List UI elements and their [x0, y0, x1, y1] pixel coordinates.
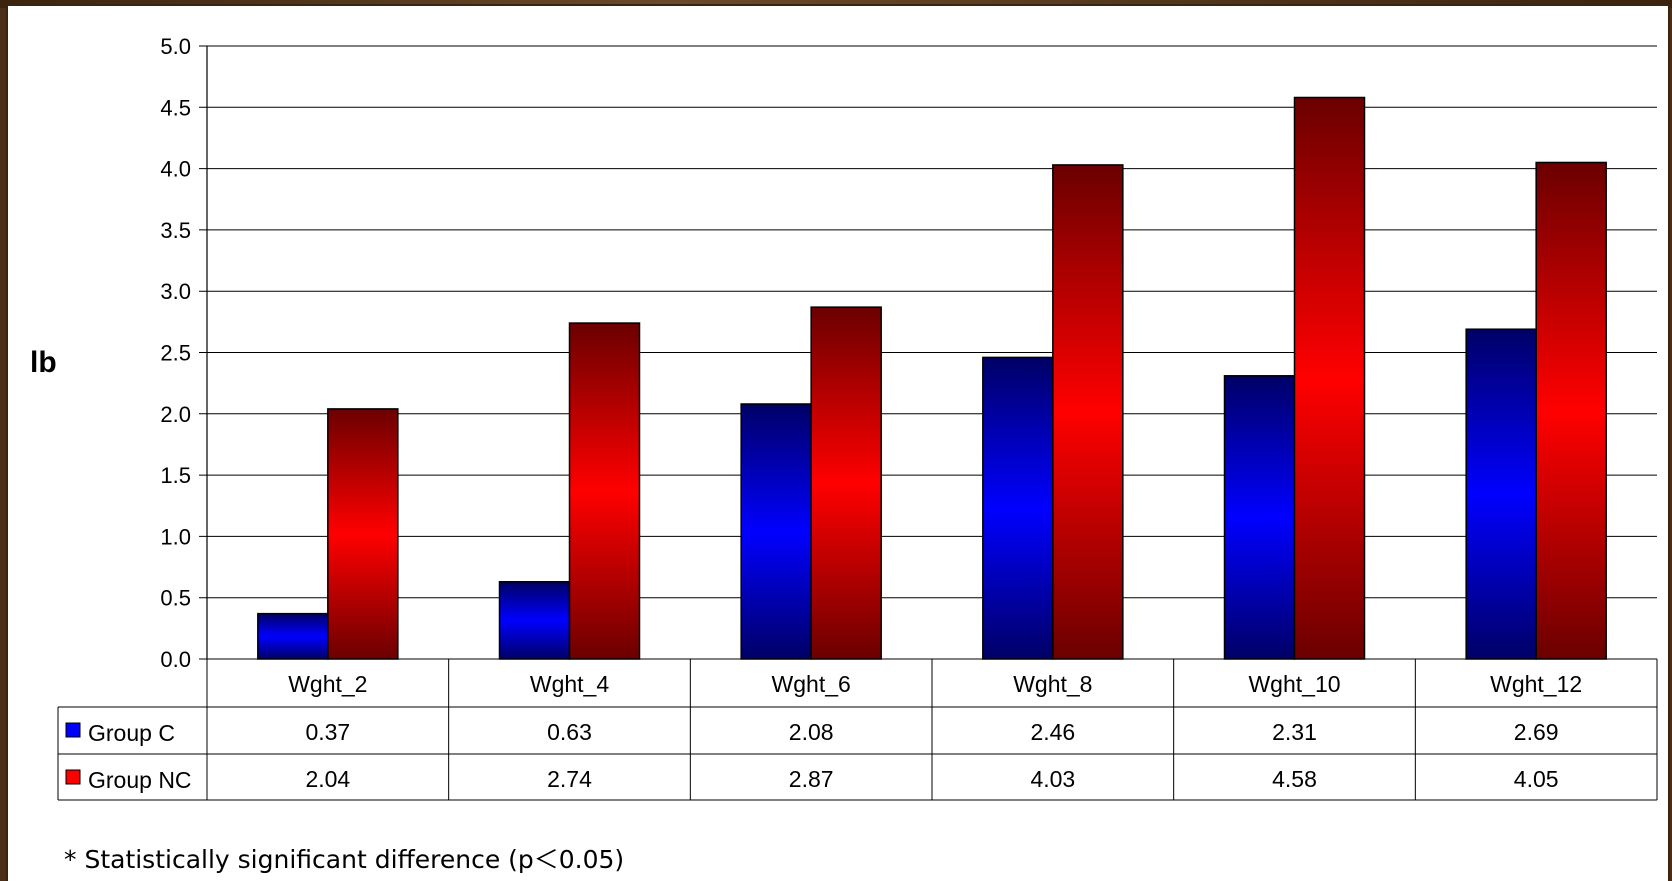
- data-table-value: 4.58: [1272, 766, 1317, 792]
- bar-group-c-wght-2: [257, 612, 329, 660]
- y-tick-label: 4.5: [160, 95, 191, 120]
- y-tick-label: 2.0: [160, 402, 191, 427]
- data-table-value: 4.03: [1030, 766, 1075, 792]
- y-tick-label: 0.0: [160, 647, 191, 672]
- bars: [257, 96, 1607, 660]
- y-axis-label: lb: [30, 346, 57, 379]
- x-category-label: Wght_10: [1248, 671, 1340, 697]
- y-axis-ticks: 0.0 0.5 1.0 1.5 2.0 2.5 3.0 3.5 4.0 4.5 5.0: [160, 34, 191, 672]
- data-table-value: 2.74: [547, 766, 592, 792]
- data-table-value: 2.46: [1030, 719, 1075, 745]
- bar-group-c-wght-10: [1223, 375, 1296, 660]
- x-category-label: Wght_12: [1490, 671, 1582, 697]
- y-tick-label: 3.5: [160, 218, 191, 243]
- x-category-label: Wght_6: [772, 671, 851, 697]
- y-tick-label: 3.0: [160, 279, 191, 304]
- data-table-value: 0.63: [547, 719, 592, 745]
- slide-top-band: [0, 0, 1672, 8]
- legend-label: Group NC: [88, 767, 192, 793]
- data-table-value: 4.05: [1514, 766, 1559, 792]
- legend-swatch: [65, 769, 81, 785]
- data-table-value: 2.87: [789, 766, 834, 792]
- y-tick-label: 0.5: [160, 586, 191, 611]
- bar-group-c-wght-8: [982, 356, 1054, 660]
- bar-group-nc-wght-10: [1293, 96, 1366, 660]
- y-tick-label: 4.0: [160, 157, 191, 182]
- x-category-label: Wght_2: [288, 671, 367, 697]
- bar-group-nc-wght-8: [1052, 164, 1124, 660]
- gridlines: [199, 45, 1657, 660]
- bar-group-nc-wght-4: [568, 322, 641, 660]
- bar-group-c-wght-12: [1465, 328, 1537, 660]
- data-table-value: 2.08: [789, 719, 834, 745]
- data-table: Wght_2 Wght_4 Wght_6 Wght_8 Wght_10 Wght_12 Gr…: [57, 658, 1658, 801]
- bar-group-c-wght-4: [498, 581, 571, 660]
- data-table-value: 2.31: [1272, 719, 1317, 745]
- data-table-value: 2.69: [1514, 719, 1559, 745]
- bar-group-nc-wght-6: [810, 306, 882, 660]
- bar-group-nc-wght-2: [327, 408, 399, 660]
- legend-swatch: [65, 722, 81, 738]
- legend-label: Group C: [88, 720, 175, 746]
- y-tick-label: 1.5: [160, 463, 191, 488]
- bar-group-nc-wght-12: [1535, 161, 1607, 660]
- y-tick-label: 1.0: [160, 524, 191, 549]
- data-table-value: 2.04: [305, 766, 350, 792]
- data-table-value: 0.37: [305, 719, 350, 745]
- y-tick-label: 5.0: [160, 34, 191, 59]
- footnote: * Statistically significant difference (…: [64, 845, 625, 874]
- y-tick-label: 2.5: [160, 341, 191, 366]
- x-category-label: Wght_8: [1013, 671, 1092, 697]
- x-category-label: Wght_4: [530, 671, 609, 697]
- bar-group-c-wght-6: [740, 403, 812, 660]
